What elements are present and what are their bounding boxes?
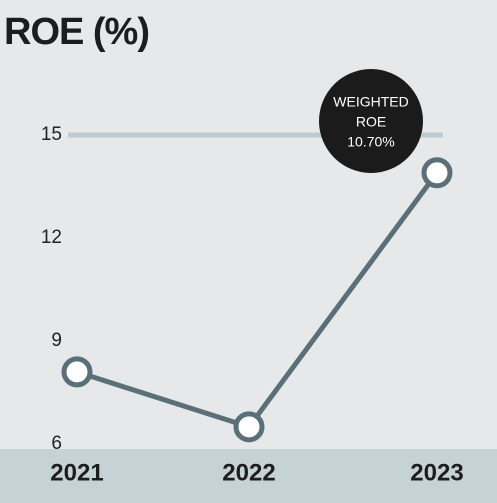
x-tick-label: 2021 xyxy=(50,459,103,486)
data-point xyxy=(233,411,265,443)
annotation-text: 10.70% xyxy=(347,134,394,150)
data-point xyxy=(61,356,93,388)
x-tick-label: 2023 xyxy=(410,459,463,486)
annotation-badge xyxy=(319,69,423,173)
y-tick-label: 15 xyxy=(41,124,62,145)
annotation-text: ROE xyxy=(356,114,386,130)
y-tick-label: 12 xyxy=(41,227,62,248)
chart-title: ROE (%) xyxy=(4,11,149,53)
x-axis-band xyxy=(0,449,497,503)
y-tick-label: 6 xyxy=(51,433,62,454)
data-point xyxy=(421,157,453,189)
annotation-text: WEIGHTED xyxy=(333,94,408,110)
y-tick-label: 9 xyxy=(51,330,62,351)
x-tick-label: 2022 xyxy=(222,459,275,486)
